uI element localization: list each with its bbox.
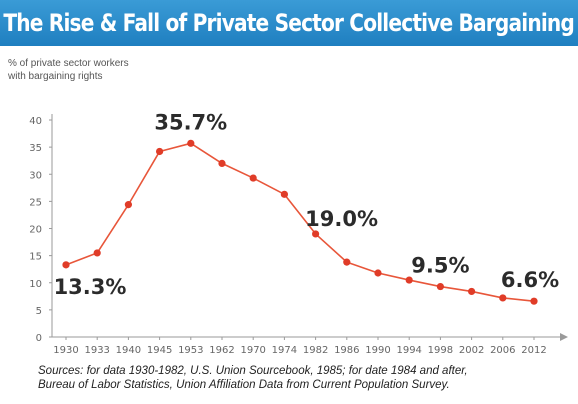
x-tick-label: 1940 xyxy=(116,345,141,356)
x-tick-label: 1970 xyxy=(240,345,265,356)
data-point xyxy=(499,294,507,302)
x-axis-arrow xyxy=(560,333,568,341)
y-tick-label: 35 xyxy=(29,143,42,154)
x-tick-label: 2012 xyxy=(521,345,546,356)
x-tick-label: 1986 xyxy=(334,345,359,356)
data-callout-label: 35.7% xyxy=(154,110,227,134)
y-axis-label-line-1: % of private sector workers xyxy=(8,58,129,69)
data-point xyxy=(62,261,70,269)
x-tick-label: 1990 xyxy=(365,345,390,356)
y-tick-label: 15 xyxy=(29,252,42,263)
x-tick-label: 1930 xyxy=(53,345,78,356)
x-tick-label: 1953 xyxy=(178,345,203,356)
data-point xyxy=(405,276,413,284)
y-tick-label: 0 xyxy=(36,333,42,344)
x-tick-label: 1994 xyxy=(396,345,421,356)
x-tick-label: 1933 xyxy=(84,345,109,356)
data-point xyxy=(187,139,195,147)
y-tick-label: 20 xyxy=(29,225,42,236)
data-point xyxy=(218,159,226,167)
data-point xyxy=(312,230,320,238)
y-tick-label: 40 xyxy=(29,116,42,127)
title-bar: The Rise & Fall of Private Sector Collec… xyxy=(0,0,578,46)
y-tick-label: 25 xyxy=(29,197,42,208)
data-point xyxy=(93,249,101,257)
sources-line-2: Bureau of Labor Statistics, Union Affili… xyxy=(38,379,450,391)
x-tick-label: 1998 xyxy=(428,345,453,356)
x-tick-label: 2006 xyxy=(490,345,515,356)
data-point xyxy=(343,258,351,266)
sources-note: Sources: for data 1930-1982, U.S. Union … xyxy=(38,364,558,392)
data-point xyxy=(280,190,288,198)
data-point xyxy=(374,269,382,277)
x-tick-label: 1945 xyxy=(147,345,172,356)
data-point xyxy=(468,287,476,296)
y-axis-label-line-2: with bargaining rights xyxy=(8,71,103,82)
data-callout-label: 13.3% xyxy=(54,275,127,299)
x-tick-label: 1974 xyxy=(272,345,297,356)
data-point xyxy=(530,297,538,305)
data-callout-label: 19.0% xyxy=(305,207,378,231)
chart-title: The Rise & Fall of Private Sector Collec… xyxy=(3,9,576,37)
y-tick-label: 30 xyxy=(29,170,42,181)
data-point xyxy=(156,147,164,156)
series-line xyxy=(65,142,535,302)
x-tick-label: 1962 xyxy=(209,345,234,356)
data-callout-label: 6.6% xyxy=(501,268,559,292)
sources-line-1: Sources: for data 1930-1982, U.S. Union … xyxy=(38,365,468,377)
data-point xyxy=(124,201,132,209)
data-point xyxy=(249,174,257,182)
x-tick-label: 2002 xyxy=(459,345,484,356)
data-callout-label: 9.5% xyxy=(411,254,469,278)
data-point xyxy=(436,282,444,291)
y-tick-label: 10 xyxy=(29,279,42,290)
x-tick-label: 1982 xyxy=(303,345,328,356)
y-axis-label: % of private sector workers with bargain… xyxy=(8,57,178,83)
y-tick-label: 5 xyxy=(36,306,42,317)
